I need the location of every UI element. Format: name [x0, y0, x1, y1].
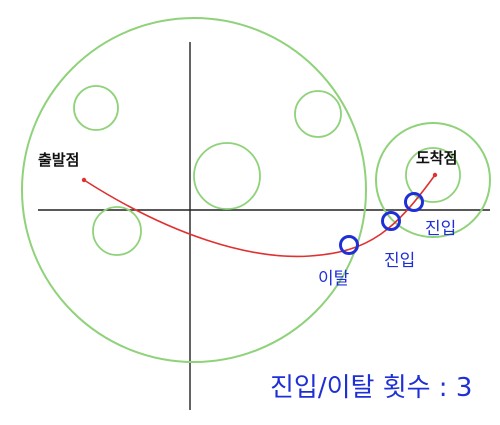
- summary-label: 진입/이탈 횟수 : 3: [270, 373, 472, 403]
- entry-marker-1: [381, 211, 401, 231]
- trajectory-path: [83, 174, 436, 258]
- small-circle-center: [193, 142, 261, 210]
- entry-label-2: 진입: [425, 219, 456, 239]
- end-point: [432, 172, 438, 178]
- start-label: 출발점: [38, 151, 79, 169]
- end-label: 도착점: [416, 149, 457, 167]
- small-circle-top-left: [73, 85, 119, 131]
- small-circle-top-right: [294, 90, 342, 138]
- entry-marker-2: [404, 192, 424, 212]
- destination-outer-circle: [375, 122, 491, 238]
- large-circle: [21, 17, 367, 363]
- exit-label: 이탈: [318, 269, 350, 289]
- entry-label-1: 진입: [384, 251, 415, 271]
- start-point: [81, 177, 87, 183]
- small-circle-bottom-left: [92, 206, 142, 256]
- destination-inner-circle: [405, 147, 461, 203]
- exit-marker: [339, 235, 359, 255]
